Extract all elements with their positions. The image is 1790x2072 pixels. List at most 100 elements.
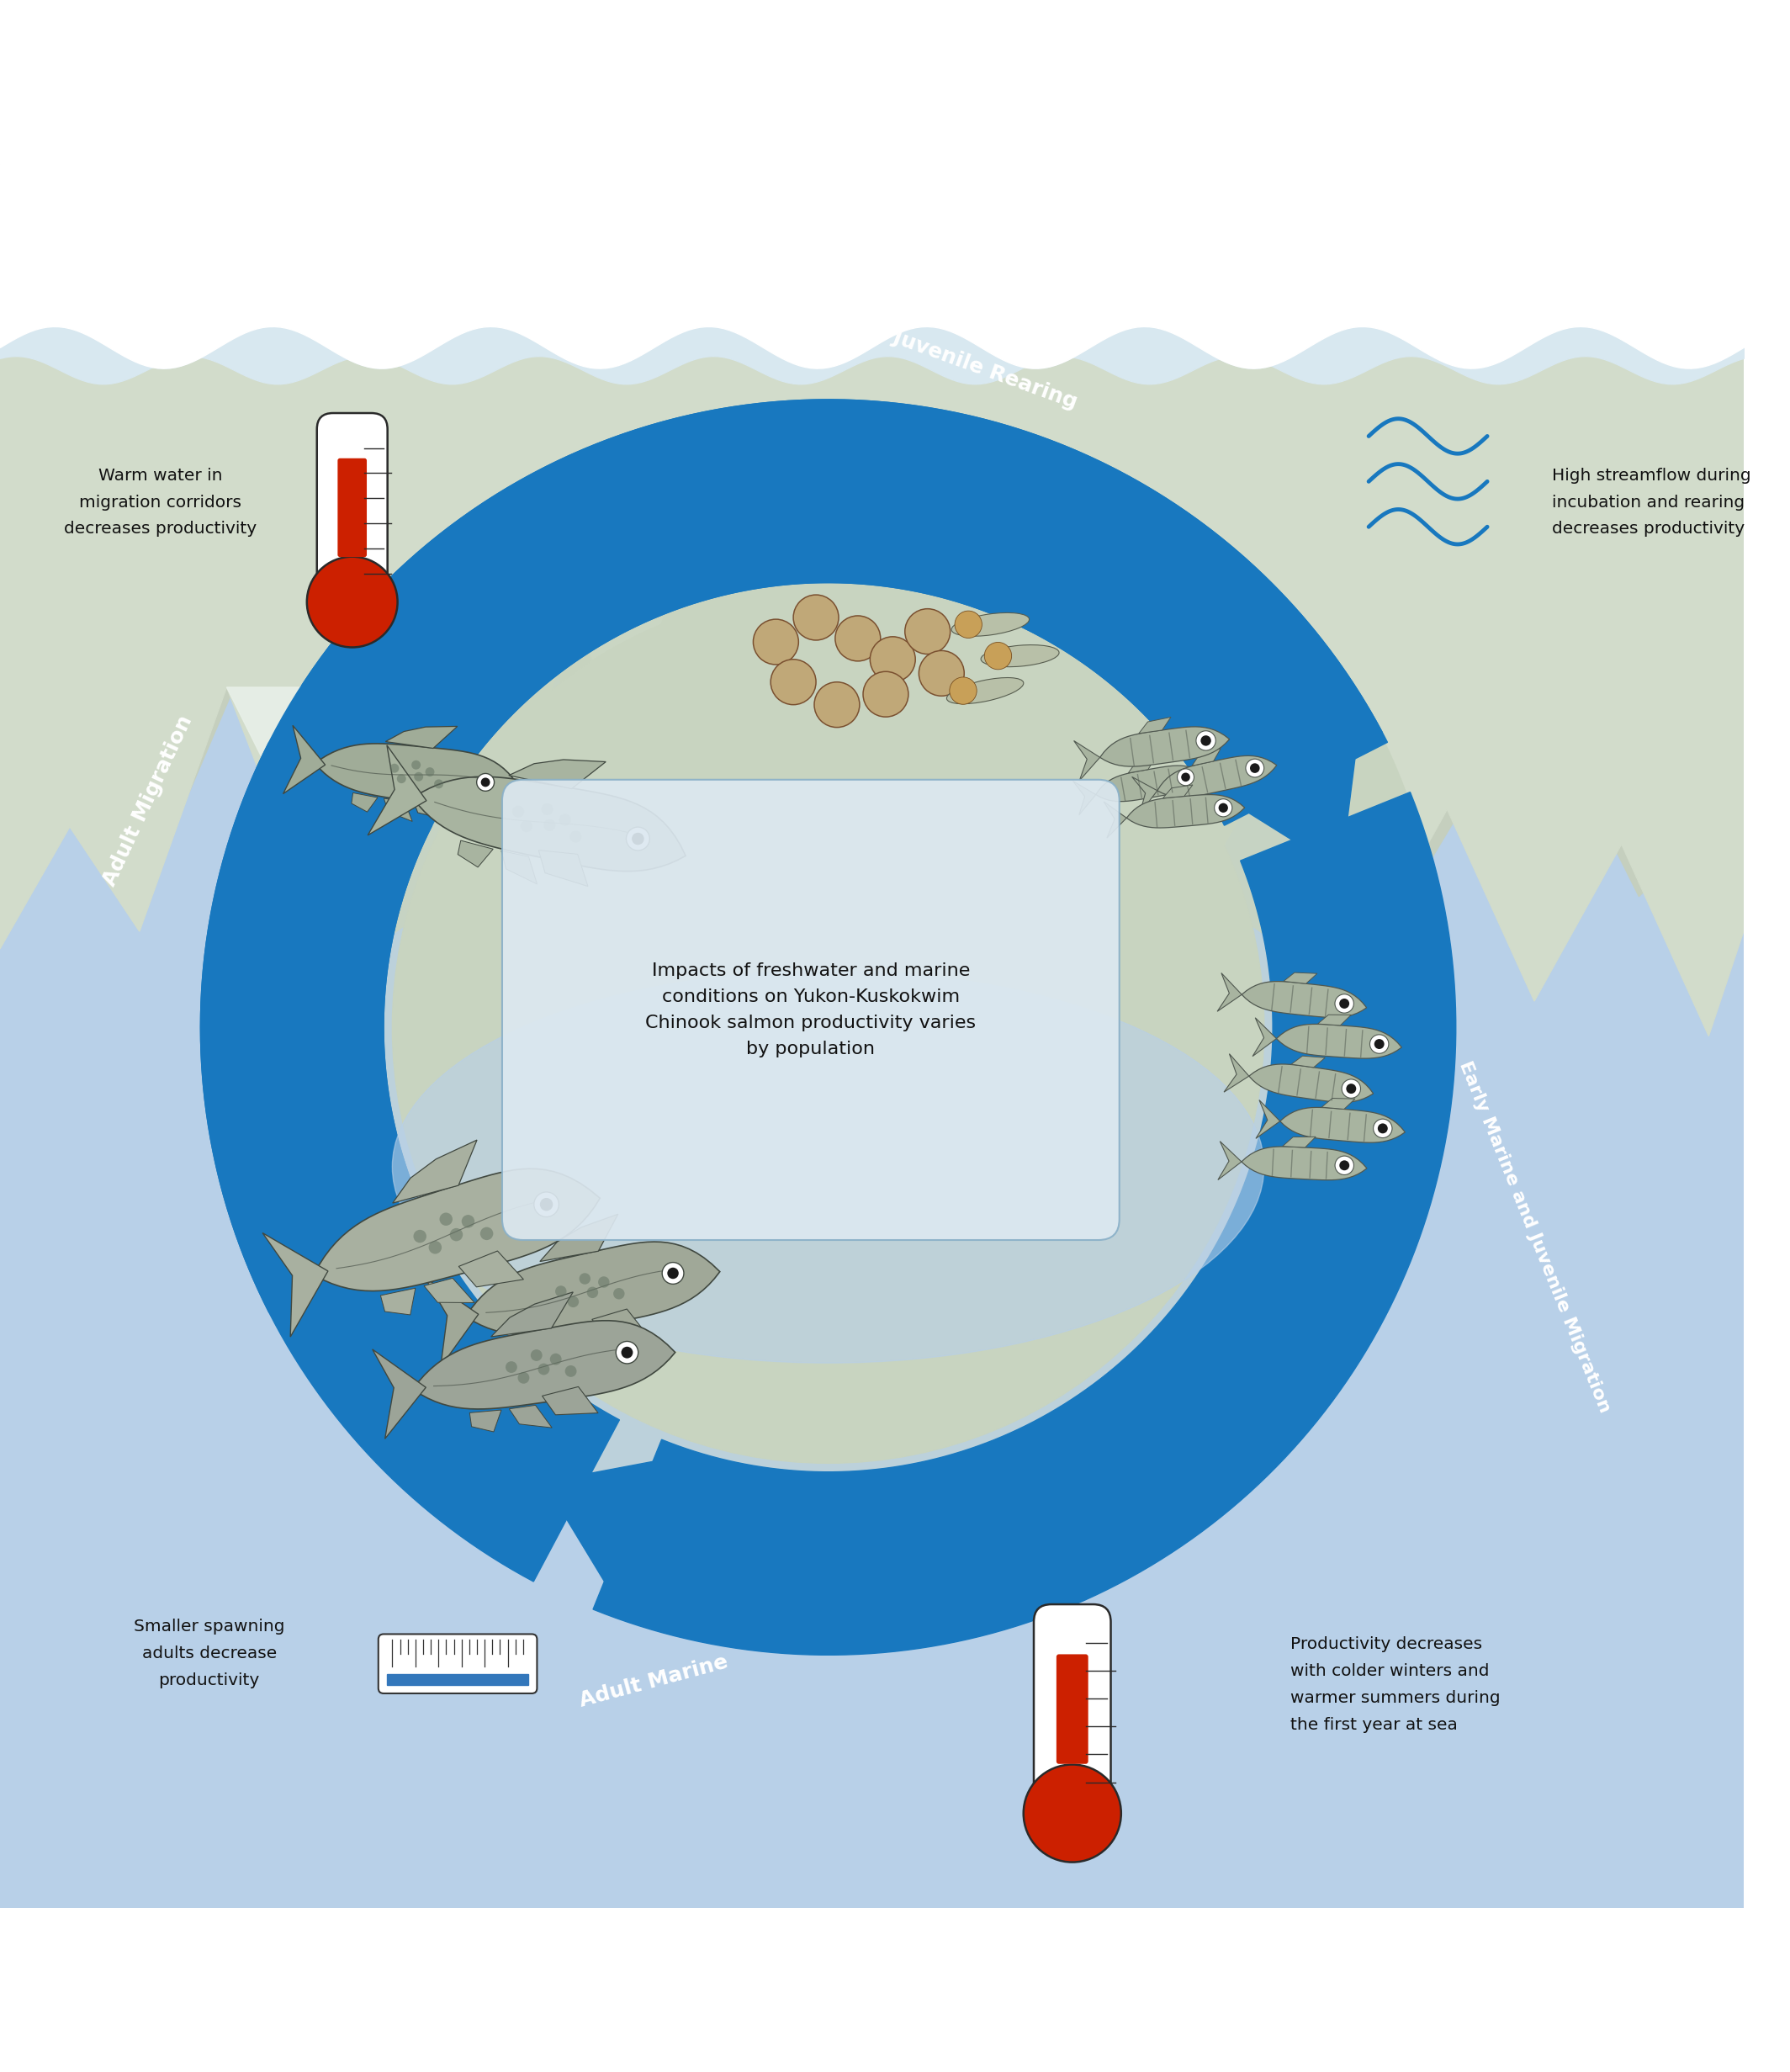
Polygon shape [272,704,413,833]
Circle shape [392,591,1264,1463]
Polygon shape [1317,1015,1351,1026]
Polygon shape [401,634,489,740]
Polygon shape [412,796,451,821]
Polygon shape [1217,974,1242,1011]
Polygon shape [313,1169,600,1291]
Circle shape [1346,1084,1357,1094]
Circle shape [566,1365,576,1378]
Circle shape [621,1347,634,1359]
Polygon shape [1131,777,1158,814]
Circle shape [413,773,422,781]
Circle shape [550,1353,562,1365]
Polygon shape [539,850,587,887]
Polygon shape [0,164,1743,756]
Circle shape [512,806,524,818]
Text: Productivity decreases
with colder winters and
warmer summers during
the first y: Productivity decreases with colder winte… [1291,1637,1500,1732]
FancyBboxPatch shape [1035,1604,1112,1813]
Polygon shape [1276,1024,1402,1059]
FancyBboxPatch shape [378,1635,537,1693]
Circle shape [449,1229,464,1241]
Circle shape [668,1268,678,1278]
Polygon shape [1224,721,1360,870]
Circle shape [440,1212,453,1227]
Circle shape [1201,736,1212,746]
Polygon shape [1224,1055,1249,1092]
Polygon shape [541,1214,618,1262]
Polygon shape [490,1293,573,1336]
Circle shape [632,833,644,845]
Circle shape [533,1191,558,1216]
Polygon shape [1217,1142,1242,1179]
Polygon shape [1291,1057,1325,1067]
Circle shape [1246,758,1264,777]
FancyBboxPatch shape [338,458,367,557]
Polygon shape [200,742,619,1581]
Circle shape [1369,1034,1389,1053]
Polygon shape [351,794,378,812]
Text: Adult Marine: Adult Marine [576,1651,730,1711]
Polygon shape [283,725,326,794]
Circle shape [662,1262,684,1285]
Polygon shape [575,617,662,723]
Polygon shape [523,1334,553,1357]
Circle shape [954,611,983,638]
Circle shape [390,765,399,773]
Circle shape [587,1287,598,1299]
Circle shape [569,831,582,843]
Circle shape [428,1241,442,1254]
Polygon shape [413,1320,675,1409]
Circle shape [836,615,881,661]
Polygon shape [303,400,1387,825]
Circle shape [984,642,1011,669]
Polygon shape [542,1386,598,1415]
Polygon shape [383,798,412,821]
Bar [0,164,1743,479]
Circle shape [1339,999,1350,1009]
Polygon shape [1283,972,1317,984]
Circle shape [793,595,840,640]
Polygon shape [458,1251,523,1287]
Circle shape [580,1272,591,1285]
Polygon shape [413,777,686,870]
Polygon shape [508,760,605,789]
Polygon shape [1104,802,1126,837]
Circle shape [1181,773,1190,781]
Polygon shape [1253,1017,1276,1057]
Circle shape [1339,1160,1350,1171]
Polygon shape [227,688,313,775]
Circle shape [1335,995,1353,1013]
Circle shape [306,557,397,646]
Circle shape [555,1285,567,1297]
Polygon shape [1224,721,1360,862]
Polygon shape [1242,1146,1368,1181]
Polygon shape [1126,796,1244,829]
Ellipse shape [234,810,1421,1593]
Polygon shape [458,841,492,868]
Circle shape [482,777,490,787]
Polygon shape [263,1233,328,1336]
Circle shape [949,678,977,704]
Text: Impacts of freshwater and marine
conditions on Yukon-Kuskokwim
Chinook salmon pr: Impacts of freshwater and marine conditi… [646,961,976,1057]
Polygon shape [750,601,838,704]
Polygon shape [501,852,537,885]
Polygon shape [392,1140,476,1204]
Polygon shape [367,746,426,835]
Polygon shape [1099,727,1230,767]
Circle shape [1178,769,1194,785]
Circle shape [435,779,444,789]
Polygon shape [381,1289,415,1316]
Circle shape [598,1276,609,1289]
Polygon shape [315,744,523,808]
Text: Smaller spawning
adults decrease
productivity: Smaller spawning adults decrease product… [134,1618,285,1689]
Polygon shape [469,1409,501,1432]
Circle shape [1375,1038,1384,1048]
Circle shape [1214,800,1232,816]
Polygon shape [1242,982,1366,1017]
Text: Incubation and Juvenile Rearing: Incubation and Juvenile Rearing [716,263,1079,412]
Polygon shape [924,653,1011,756]
Circle shape [1024,1765,1121,1863]
Text: Early Marine and Juvenile Migration: Early Marine and Juvenile Migration [1455,1059,1613,1415]
Polygon shape [1128,758,1155,773]
Polygon shape [1249,1065,1373,1102]
Circle shape [870,636,915,682]
